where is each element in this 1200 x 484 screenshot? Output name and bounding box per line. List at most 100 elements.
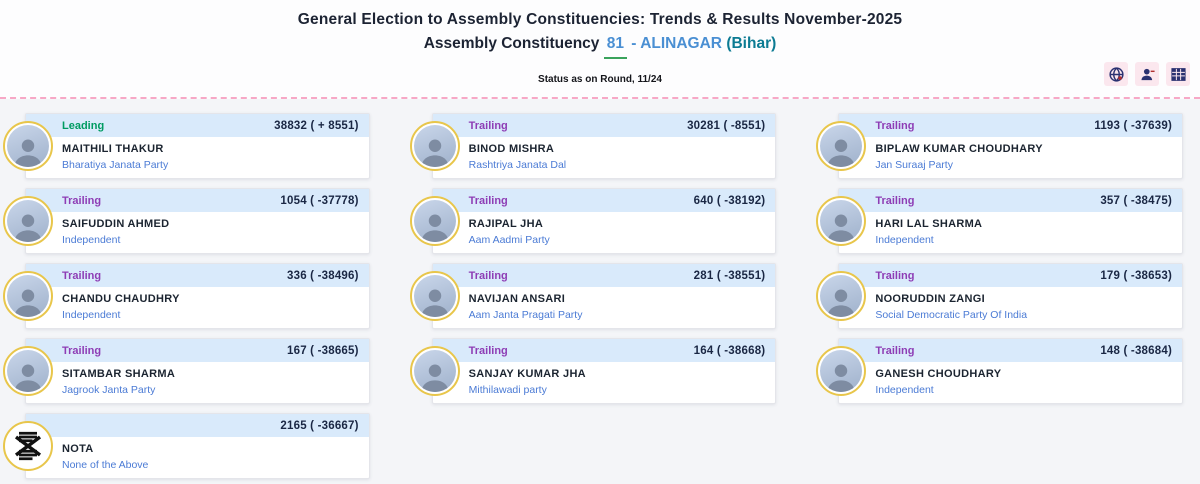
user-icon[interactable] — [1135, 62, 1159, 86]
status-badge: Trailing — [62, 194, 102, 207]
party-name[interactable]: Independent — [875, 384, 934, 396]
card-header: Trailing 164 ( -38668) — [432, 339, 776, 362]
card-body: NOTA None of the Above — [26, 437, 369, 471]
card-header: Trailing 336 ( -38496) — [26, 264, 369, 287]
candidate-photo — [3, 121, 53, 171]
candidate-name: MAITHILI THAKUR — [62, 143, 164, 155]
candidate-photo — [409, 121, 460, 171]
candidate-card[interactable]: Trailing 640 ( -38192) RAJIPAL JHA Aam A… — [409, 188, 777, 254]
candidate-card[interactable]: Trailing 164 ( -38668) SANJAY KUMAR JHA … — [409, 338, 777, 404]
card-header: Trailing 179 ( -38653) — [839, 264, 1182, 287]
candidate-card[interactable]: Trailing 1054 ( -37778) SAIFUDDIN AHMED … — [3, 188, 370, 254]
person-silhouette-icon — [827, 364, 855, 392]
status-badge: Trailing — [62, 344, 102, 357]
card-header: Trailing 640 ( -38192) — [432, 189, 776, 212]
candidate-card[interactable]: Trailing 281 ( -38551) NAVIJAN ANSARI Aa… — [409, 263, 777, 329]
status-badge: Trailing — [875, 269, 915, 282]
candidate-card[interactable]: Trailing 357 ( -38475) HARI LAL SHARMA I… — [816, 188, 1183, 254]
vote-count: 38832 ( + 8551) — [274, 119, 359, 132]
person-silhouette-icon — [421, 139, 449, 167]
party-name[interactable]: Jagrook Janta Party — [62, 384, 156, 396]
card-header: 2165 ( -36667) — [26, 414, 369, 437]
state-name: (Bihar) — [726, 35, 777, 52]
candidate-card[interactable]: Leading 38832 ( + 8551) MAITHILI THAKUR … — [3, 113, 370, 179]
candidate-name: NOTA — [62, 443, 94, 455]
constituency-name: ALINAGAR — [640, 35, 723, 52]
card-header: Trailing 281 ( -38551) — [432, 264, 776, 287]
candidate-photo — [3, 271, 53, 321]
person-silhouette-icon — [827, 289, 855, 317]
candidate-card[interactable]: Trailing 336 ( -38496) CHANDU CHAUDHRY I… — [3, 263, 370, 329]
constituency-subtitle: Assembly Constituency 81 - ALINAGAR (Bih… — [0, 35, 1200, 59]
card-body: GANESH CHOUDHARY Independent — [839, 362, 1182, 396]
card-header: Trailing 1193 ( -37639) — [839, 114, 1182, 137]
vote-count: 2165 ( -36667) — [280, 419, 359, 432]
party-name[interactable]: Independent — [875, 234, 934, 246]
party-name[interactable]: Mithilawadi party — [468, 384, 547, 396]
party-name[interactable]: None of the Above — [62, 459, 149, 471]
party-name[interactable]: Jan Suraaj Party — [875, 159, 953, 171]
globe-icon[interactable] — [1104, 62, 1128, 86]
page-header: General Election to Assembly Constituenc… — [0, 0, 1200, 99]
constituency-number: 81 — [606, 35, 624, 52]
candidate-name: HARI LAL SHARMA — [875, 218, 983, 230]
candidate-photo — [3, 421, 53, 471]
vote-count: 164 ( -38668) — [693, 344, 766, 357]
card-body: NOORUDDIN ZANGI Social Democratic Party … — [839, 287, 1182, 321]
candidate-card[interactable]: Trailing 148 ( -38684) GANESH CHOUDHARY … — [816, 338, 1183, 404]
card-body: RAJIPAL JHA Aam Aadmi Party — [433, 212, 776, 246]
candidate-card[interactable]: Trailing 1193 ( -37639) BIPLAW KUMAR CHO… — [816, 113, 1183, 179]
person-silhouette-icon — [827, 214, 855, 242]
party-name[interactable]: Independent — [62, 234, 121, 246]
candidate-name: CHANDU CHAUDHRY — [62, 293, 180, 305]
status-badge: Trailing — [875, 194, 915, 207]
table-icon[interactable] — [1166, 62, 1190, 86]
person-silhouette-icon — [14, 214, 42, 242]
status-badge: Trailing — [875, 344, 915, 357]
party-name[interactable]: Independent — [62, 309, 121, 321]
party-name[interactable]: Aam Janta Pragati Party — [468, 309, 583, 321]
candidate-photo — [3, 196, 53, 246]
card-body: MAITHILI THAKUR Bharatiya Janata Party — [26, 137, 369, 171]
card-header: Trailing 167 ( -38665) — [26, 339, 369, 362]
candidate-card[interactable]: 2165 ( -36667) NOTA None of the Above — [3, 413, 370, 479]
candidate-name: RAJIPAL JHA — [468, 218, 544, 230]
vote-count: 357 ( -38475) — [1100, 194, 1172, 207]
candidate-card[interactable]: Trailing 179 ( -38653) NOORUDDIN ZANGI S… — [816, 263, 1183, 329]
candidate-name: BIPLAW KUMAR CHOUDHARY — [875, 143, 1043, 155]
card-body: BIPLAW KUMAR CHOUDHARY Jan Suraaj Party — [839, 137, 1182, 171]
header-toolbar — [1104, 62, 1190, 86]
candidate-card[interactable]: Trailing 30281 ( -8551) BINOD MISHRA Ras… — [409, 113, 777, 179]
card-body: SANJAY KUMAR JHA Mithilawadi party — [433, 362, 776, 396]
person-silhouette-icon — [827, 139, 855, 167]
card-header: Leading 38832 ( + 8551) — [26, 114, 369, 137]
candidate-name: SAIFUDDIN AHMED — [62, 218, 170, 230]
candidate-card[interactable]: Trailing 167 ( -38665) SITAMBAR SHARMA J… — [3, 338, 370, 404]
party-name[interactable]: Rashtriya Janata Dal — [468, 159, 567, 171]
status-badge: Trailing — [468, 269, 508, 282]
candidate-photo — [816, 271, 867, 321]
status-badge: Trailing — [875, 119, 915, 132]
nota-icon — [14, 431, 42, 461]
candidate-name: SANJAY KUMAR JHA — [468, 368, 586, 380]
party-name[interactable]: Bharatiya Janata Party — [62, 159, 169, 171]
vote-count: 148 ( -38684) — [1100, 344, 1172, 357]
separator-dash: - — [631, 35, 637, 52]
card-header: Trailing 148 ( -38684) — [839, 339, 1182, 362]
page-title: General Election to Assembly Constituenc… — [297, 11, 903, 28]
status-badge: Trailing — [468, 194, 508, 207]
card-body: SAIFUDDIN AHMED Independent — [26, 212, 369, 246]
subtitle-prefix: Assembly Constituency — [423, 35, 600, 52]
party-name[interactable]: Social Democratic Party Of India — [875, 309, 1028, 321]
person-silhouette-icon — [14, 289, 42, 317]
status-badge: Trailing — [468, 344, 508, 357]
party-name[interactable]: Aam Aadmi Party — [468, 234, 550, 246]
card-body: NAVIJAN ANSARI Aam Janta Pragati Party — [433, 287, 776, 321]
constituency-number-underlined: 81 — [603, 35, 627, 59]
card-header: Trailing 357 ( -38475) — [839, 189, 1182, 212]
vote-count: 1054 ( -37778) — [280, 194, 359, 207]
candidate-photo — [409, 196, 460, 246]
card-body: SITAMBAR SHARMA Jagrook Janta Party — [26, 362, 369, 396]
person-silhouette-icon — [421, 289, 449, 317]
candidate-name: GANESH CHOUDHARY — [875, 368, 1002, 380]
